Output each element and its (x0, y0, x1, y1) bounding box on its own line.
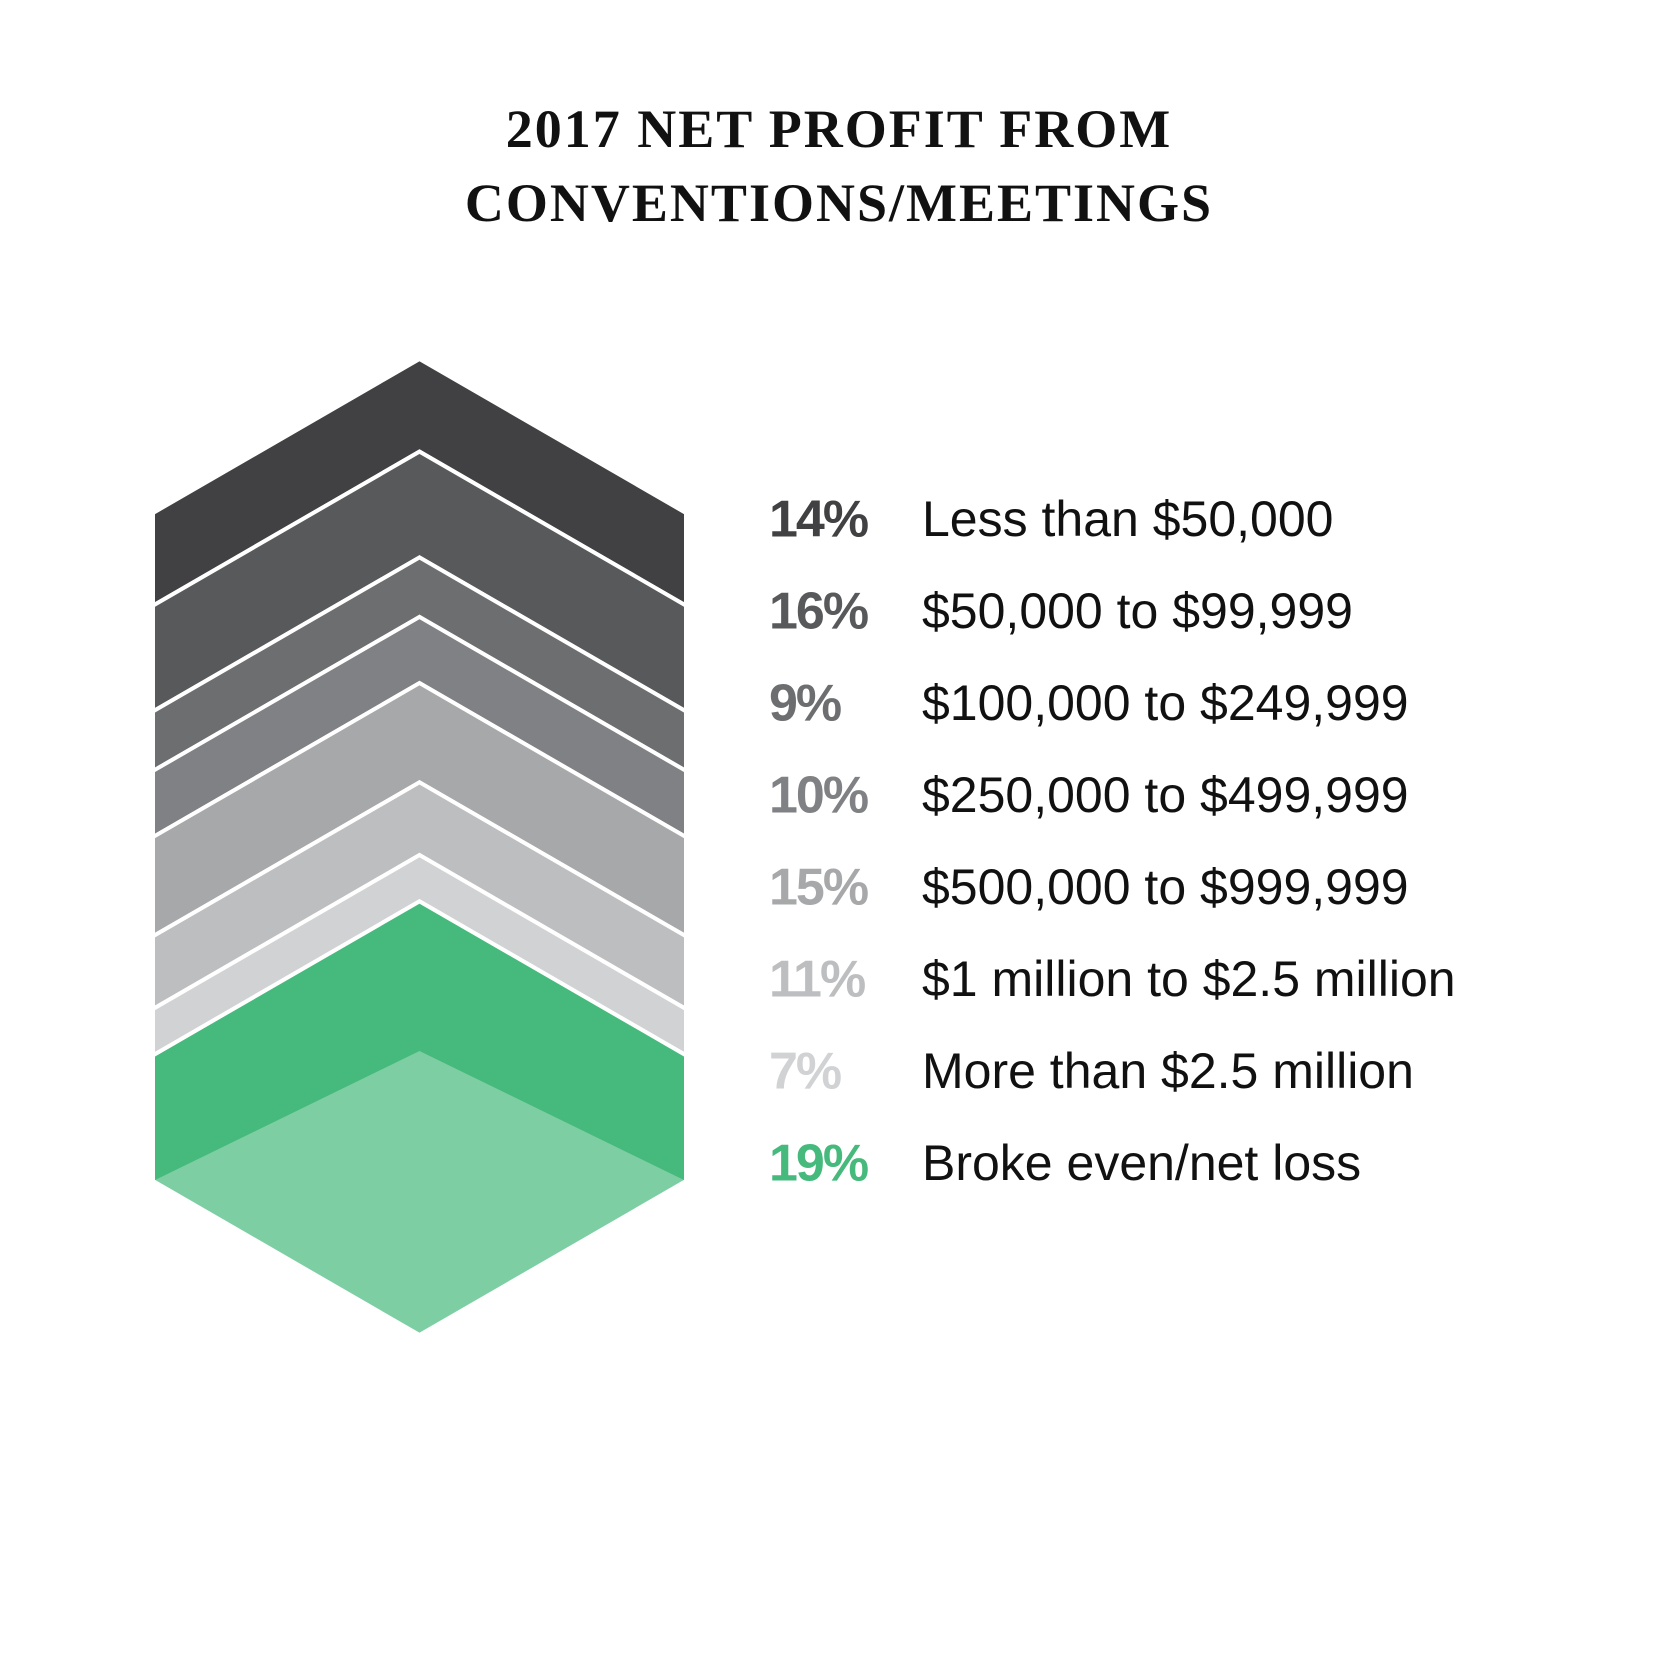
value-label: 14% (769, 491, 868, 549)
category-label: $1 million to $2.5 million (922, 951, 1456, 1007)
value-label: 19% (769, 1135, 868, 1193)
category-label: $50,000 to $99,999 (922, 583, 1353, 639)
chart-title: 2017 NET PROFIT FROM CONVENTIONS/MEETING… (464, 99, 1214, 233)
category-label: More than $2.5 million (922, 1043, 1414, 1099)
value-label: 7% (769, 1043, 841, 1101)
segment (151, 899, 688, 1338)
value-label: 11% (769, 951, 865, 1009)
segment-highlight (153, 1051, 686, 1335)
value-label: 10% (769, 767, 868, 825)
category-label: Broke even/net loss (922, 1135, 1361, 1191)
value-label: 16% (769, 583, 868, 641)
category-label: $100,000 to $249,999 (922, 675, 1409, 731)
category-label: $250,000 to $499,999 (922, 767, 1409, 823)
category-label: Less than $50,000 (922, 491, 1333, 547)
value-label: 9% (769, 675, 841, 733)
category-label: $500,000 to $999,999 (922, 859, 1409, 915)
value-label: 15% (769, 859, 868, 917)
